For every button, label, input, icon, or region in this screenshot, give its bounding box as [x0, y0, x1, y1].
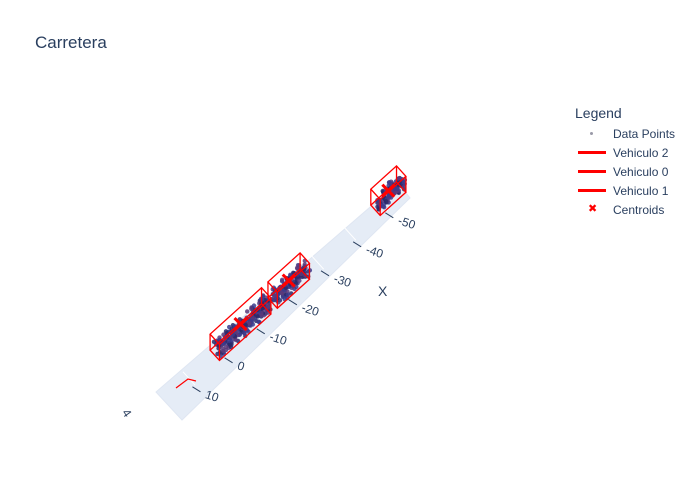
data-point [280, 294, 286, 300]
legend-item-centroids[interactable]: ✖ Centroids [575, 200, 695, 219]
tick-mark [320, 270, 330, 277]
centroid-marker [381, 183, 396, 198]
data-point [279, 277, 285, 282]
x-axis-title: X [378, 283, 388, 299]
data-point [249, 318, 255, 323]
road-plane [155, 182, 411, 421]
data-point [259, 313, 264, 318]
stray-red-mark [175, 378, 197, 389]
legend-label: Vehiculo 0 [613, 164, 669, 179]
data-point [249, 306, 254, 312]
data-point [285, 292, 291, 297]
bounding-boxes-layer [209, 165, 407, 362]
line-marker-icon [575, 181, 609, 200]
data-point [273, 297, 278, 302]
tick-label: -10 [268, 329, 289, 348]
line-marker-icon [575, 143, 609, 162]
tick-label: 10 [204, 387, 221, 405]
data-point [395, 186, 400, 192]
data-point [298, 271, 304, 277]
tick-label: -50 [396, 213, 417, 232]
data-point [302, 262, 307, 267]
centroid-marker [281, 273, 296, 288]
data-point [221, 348, 226, 354]
chart-title: Carretera [35, 33, 107, 52]
legend-label: Vehiculo 2 [613, 145, 669, 160]
data-point [279, 291, 285, 296]
data-point [223, 344, 229, 350]
partial-tick-label: 4 [119, 406, 134, 420]
data-point [375, 198, 380, 203]
data-point [386, 180, 392, 185]
bounding-box [209, 286, 272, 362]
legend-label: Vehiculo 1 [613, 183, 669, 198]
x-axis-ticks: -50 -40 -30 -20 -10 0 10 [192, 212, 418, 405]
bounding-box [369, 165, 407, 217]
data-point [244, 309, 250, 314]
data-point [242, 330, 247, 336]
tick-mark [256, 328, 266, 335]
legend-label: Data Points [613, 126, 676, 141]
data-point [396, 176, 401, 181]
centroids-layer [233, 183, 396, 332]
data-point [227, 338, 232, 344]
tick-label: -40 [364, 242, 385, 261]
data-point [266, 305, 271, 310]
legend: Legend Data Points Vehiculo 2 Vehiculo 0… [575, 104, 695, 219]
tick-label: -20 [300, 300, 321, 319]
data-point [211, 339, 217, 345]
data-point [377, 201, 382, 206]
legend-item-data-points[interactable]: Data Points [575, 124, 695, 143]
grid-line [311, 255, 325, 270]
tick-label: 0 [236, 358, 247, 373]
data-point [297, 278, 302, 283]
legend-title: Legend [575, 105, 622, 121]
tick-mark [352, 241, 362, 248]
line-marker-icon [575, 162, 609, 181]
data-point [292, 279, 297, 285]
dot-marker-icon [575, 124, 609, 143]
centroid-marker [233, 317, 248, 332]
tick-mark [385, 212, 394, 219]
grid-line [182, 371, 196, 386]
tick-mark [288, 299, 298, 306]
tick-mark [224, 357, 233, 364]
tick-mark [192, 386, 201, 393]
grid-line [343, 226, 357, 241]
data-point [250, 322, 255, 327]
legend-item-vehiculo-0[interactable]: Vehiculo 0 [575, 162, 695, 181]
data-point [251, 303, 257, 308]
legend-label: Centroids [613, 202, 665, 217]
data-point [383, 199, 389, 204]
data-point [229, 342, 234, 347]
data-point [255, 314, 260, 319]
tick-label: -30 [332, 271, 353, 290]
legend-item-vehiculo-1[interactable]: Vehiculo 1 [575, 181, 695, 200]
legend-item-vehiculo-2[interactable]: Vehiculo 2 [575, 143, 695, 162]
x-marker-icon: ✖ [588, 203, 598, 215]
